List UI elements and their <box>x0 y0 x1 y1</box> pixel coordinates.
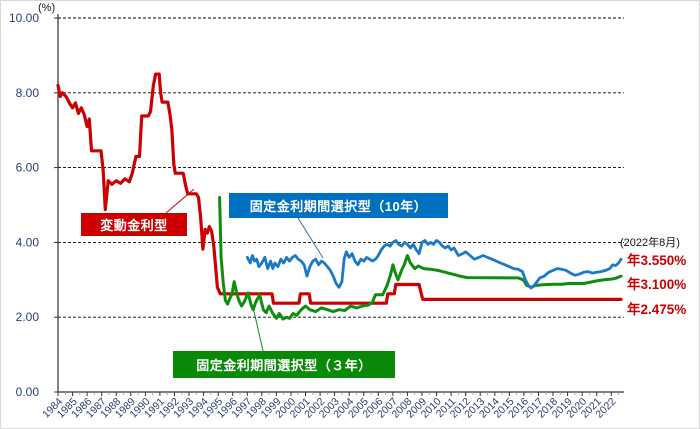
series-label-variable-rate: 変動金利型 <box>81 213 187 236</box>
callout-line-fixed10 <box>297 217 324 259</box>
current-rate-fixed-10y: 年3.550% <box>627 253 687 268</box>
callout-line-variable <box>165 188 195 214</box>
current-date-label: (2022年8月) <box>620 237 680 249</box>
callout-line-fixed3 <box>252 306 264 352</box>
series-label-fixed-3y: 固定金利期間選択型（３年） <box>173 351 395 378</box>
svg-text:8.00: 8.00 <box>16 86 40 100</box>
svg-text:4.00: 4.00 <box>16 235 40 249</box>
svg-text:2.00: 2.00 <box>16 310 40 324</box>
y-axis-unit-label: (%) <box>38 2 56 14</box>
svg-text:6.00: 6.00 <box>16 161 40 175</box>
current-rate-variable: 年2.475% <box>627 302 687 317</box>
svg-text:10.00: 10.00 <box>9 11 39 25</box>
svg-text:0.00: 0.00 <box>16 385 40 399</box>
series-label-fixed-10y: 固定金利期間選択型（10年） <box>229 193 448 218</box>
current-rate-fixed-3y: 年3.100% <box>627 277 687 292</box>
